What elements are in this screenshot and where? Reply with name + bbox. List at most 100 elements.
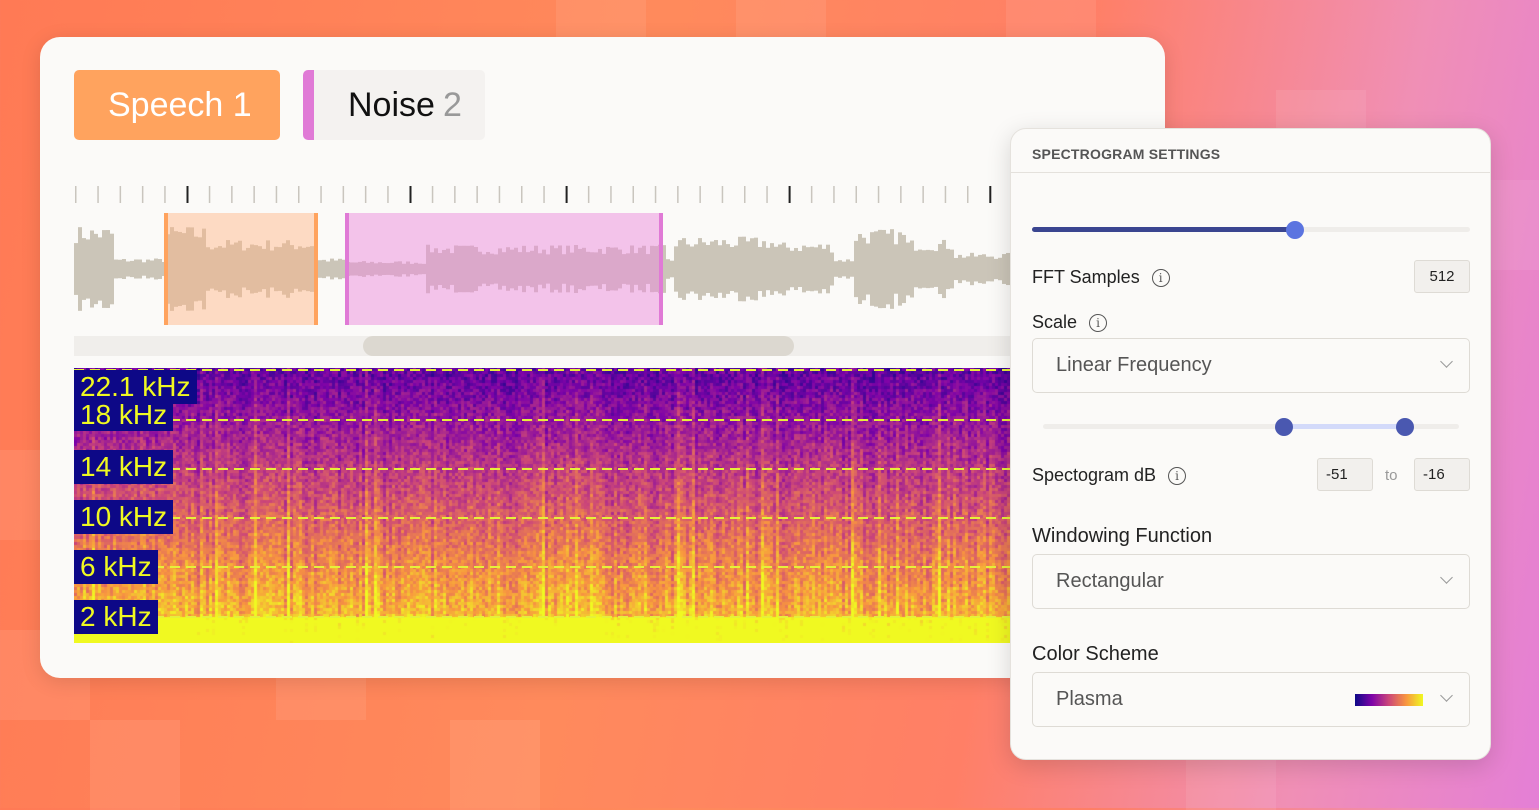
- info-icon[interactable]: i: [1151, 268, 1170, 287]
- ruler-tick: [409, 186, 412, 203]
- waveform-bar: [898, 232, 902, 306]
- speech-region: [164, 213, 318, 325]
- ruler-tick: [521, 186, 523, 203]
- waveform-bar: [758, 246, 762, 292]
- waveform-bar: [306, 246, 310, 292]
- fft-value-input[interactable]: 512: [1414, 260, 1470, 293]
- waveform-bar: [210, 249, 214, 289]
- waveform-bar: [942, 239, 946, 299]
- waveform-bar: [694, 244, 698, 294]
- info-icon[interactable]: i: [1168, 466, 1187, 485]
- waveform[interactable]: [74, 213, 1010, 325]
- waveform-bar: [334, 260, 338, 278]
- waveform-bar: [734, 245, 738, 293]
- waveform-bar: [138, 259, 142, 279]
- db-min-input[interactable]: -51: [1317, 458, 1373, 491]
- waveform-bar: [82, 238, 86, 300]
- ruler-tick: [967, 186, 969, 203]
- ruler-tick: [810, 186, 813, 203]
- waveform-bar: [838, 260, 842, 278]
- freq-label: 14 kHz: [74, 450, 174, 484]
- waveform-bar: [982, 254, 986, 284]
- frequency-gridlines: [74, 369, 1010, 618]
- speech-region-handle: [314, 213, 318, 325]
- waveform-bar: [246, 247, 250, 291]
- waveform-bar: [790, 250, 794, 288]
- tab-noise[interactable]: Noise 2: [303, 70, 485, 140]
- noise-region: [345, 213, 663, 325]
- horizontal-scrollbar[interactable]: [74, 336, 1010, 356]
- waveform-bar: [946, 248, 950, 290]
- ruler-tick: [900, 186, 902, 203]
- waveform-bar: [918, 249, 922, 289]
- waveform-bar: [686, 244, 690, 294]
- waveform-bar: [170, 227, 174, 311]
- waveform-bar: [878, 229, 882, 309]
- tab-speech[interactable]: Speech 1: [74, 70, 280, 140]
- waveform-bar: [698, 238, 702, 300]
- waveform-bar: [798, 251, 802, 287]
- spectrogram: [74, 368, 1010, 643]
- waveform-bar: [142, 262, 146, 276]
- waveform-bar: [670, 260, 674, 278]
- waveform-bar: [114, 259, 118, 279]
- waveform-bar: [330, 258, 334, 280]
- db-max-input[interactable]: -16: [1414, 458, 1470, 491]
- freq-label: 6 kHz: [74, 550, 158, 584]
- waveform-bar: [778, 244, 782, 294]
- ruler-tick: [922, 186, 924, 203]
- db-max-handle[interactable]: [1395, 418, 1414, 436]
- ruler-tick: [320, 186, 322, 203]
- waveform-bar: [786, 247, 790, 291]
- waveform-bar: [302, 247, 306, 291]
- fft-slider[interactable]: [1032, 221, 1470, 239]
- ruler-tick: [877, 186, 880, 203]
- windowing-select[interactable]: Rectangular: [1032, 554, 1470, 609]
- spectrogram-settings-panel: SPECTROGRAM SETTINGS FFT Samples i 512 Sc…: [1010, 128, 1491, 760]
- ruler-tick: [498, 186, 501, 203]
- waveform-bar: [870, 232, 874, 306]
- waveform-bar: [718, 245, 722, 293]
- ruler-tick: [275, 186, 278, 203]
- chevron-down-icon: [1440, 355, 1453, 368]
- waveform-bar: [674, 246, 678, 292]
- ruler-tick: [364, 186, 367, 203]
- waveform-bar: [938, 243, 942, 295]
- waveform-bar: [286, 240, 290, 298]
- ruler-tick: [387, 186, 389, 203]
- waveform-bar: [194, 236, 198, 302]
- scale-select[interactable]: Linear Frequency: [1032, 338, 1470, 393]
- ruler-tick: [677, 186, 679, 203]
- waveform-bar: [974, 256, 978, 282]
- waveform-bar: [666, 259, 670, 279]
- waveform-bar: [274, 246, 278, 292]
- db-min-handle[interactable]: [1275, 418, 1294, 436]
- waveform-bar: [882, 229, 886, 309]
- waveform-bar: [874, 231, 878, 307]
- waveform-bar: [802, 245, 806, 293]
- chevron-down-icon: [1440, 689, 1453, 702]
- fft-slider-handle[interactable]: [1285, 221, 1304, 239]
- db-range-slider[interactable]: [1043, 418, 1459, 436]
- waveform-bar: [970, 252, 974, 286]
- scrollbar-thumb[interactable]: [363, 336, 794, 356]
- waveform-bar: [810, 246, 814, 292]
- waveform-bar: [782, 242, 786, 296]
- waveform-bar: [962, 257, 966, 281]
- waveform-bar: [702, 242, 706, 296]
- info-icon[interactable]: i: [1089, 313, 1108, 332]
- color-scheme-select[interactable]: Plasma: [1032, 672, 1470, 727]
- ruler-tick: [699, 186, 701, 203]
- ruler-tick: [788, 186, 791, 203]
- waveform-bar: [966, 256, 970, 282]
- waveform-bar: [1002, 254, 1006, 284]
- waveform-bar: [254, 245, 258, 293]
- waveform-bar: [710, 241, 714, 297]
- ruler-tick: [208, 186, 211, 203]
- waveform-bar: [846, 259, 850, 279]
- waveform-bar: [994, 258, 998, 280]
- waveform-bar: [242, 250, 246, 288]
- waveform-bar: [230, 244, 234, 294]
- ruler-tick: [543, 186, 545, 203]
- waveform-bar: [890, 229, 894, 309]
